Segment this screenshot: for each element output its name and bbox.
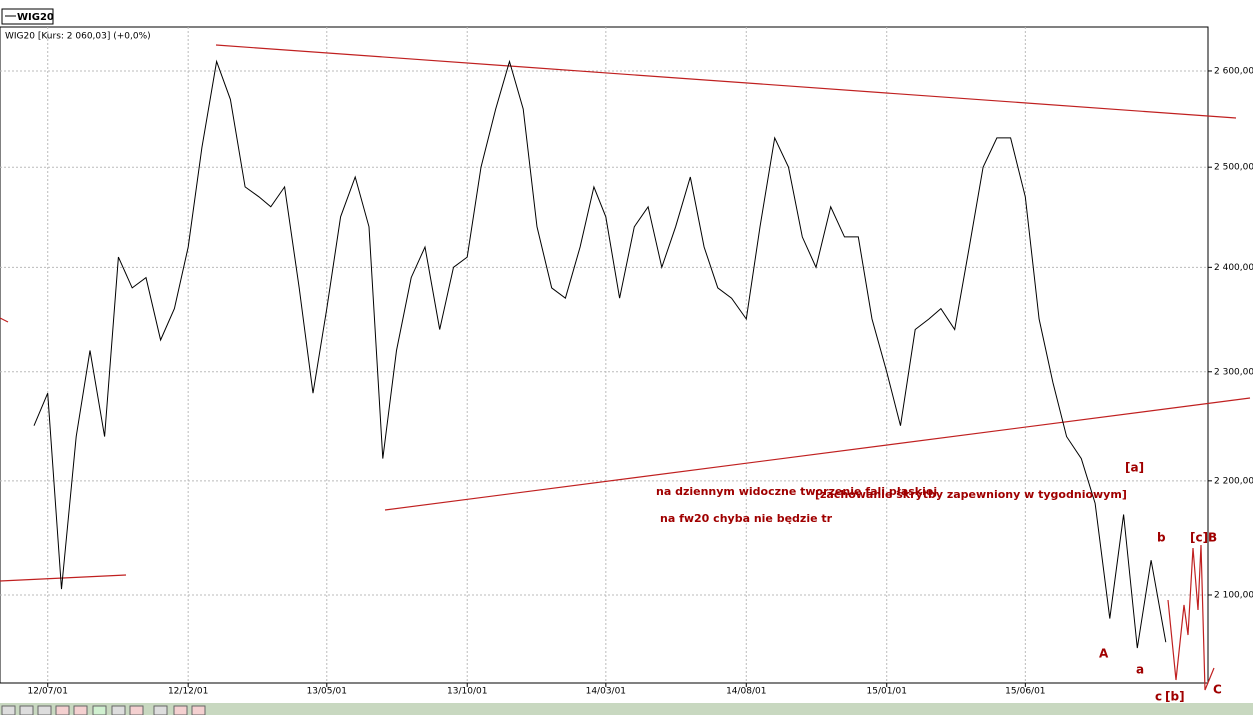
subtitle: WIG20 [Kurs: 2 060,03] (+0,0%) (5, 32, 151, 42)
x-axis: 12/07/01 12/12/01 13/05/01 13/10/01 14/03/01… (28, 683, 1046, 697)
x-tick-label: 12/12/01 (168, 687, 208, 697)
y-tick-label: 2 600,00 (1214, 66, 1253, 76)
tool-button[interactable] (37, 705, 52, 715)
x-tick-label: 12/07/01 (28, 687, 68, 697)
tool-button[interactable] (173, 705, 188, 715)
annotation: na fw20 chyba nie będzie tr (660, 512, 833, 525)
trend-lines (0, 44, 1251, 691)
y-tick-label: 2 100,00 (1214, 590, 1253, 600)
tool-button[interactable] (73, 705, 88, 715)
tool-button[interactable] (111, 705, 126, 715)
tool-button[interactable] (153, 705, 168, 715)
wave-label: C (1213, 683, 1222, 697)
wave-label: b (1157, 531, 1166, 545)
grid (0, 27, 1208, 683)
wave-label: A (1099, 647, 1109, 661)
x-tick-label: 14/08/01 (726, 687, 766, 697)
legend-label[interactable]: WIG20 (17, 12, 54, 23)
tool-button[interactable] (129, 705, 144, 715)
y-axis: 2 100,00 2 200,00 2 300,00 2 400,00 2 500,00… (1208, 66, 1253, 600)
y-tick-label: 2 400,00 (1214, 263, 1253, 273)
x-tick-label: 15/06/01 (1005, 687, 1045, 697)
wave-label: [a] (1125, 461, 1144, 475)
y-tick-label: 2 200,00 (1214, 476, 1253, 486)
toolbar-buttons (1, 705, 206, 715)
wave-label: c (1155, 690, 1162, 704)
series-group (33, 59, 1167, 649)
tool-button[interactable] (191, 705, 206, 715)
x-tick-label: 13/05/01 (307, 687, 347, 697)
wave-label: a (1136, 663, 1144, 677)
trend-line (384, 397, 1251, 511)
trend-line (0, 317, 9, 323)
wave-projection (1167, 544, 1215, 691)
wave-label: [b] (1165, 690, 1185, 704)
trend-line (215, 44, 1237, 119)
plot-area (0, 26, 1209, 684)
x-tick-label: 14/03/01 (586, 687, 626, 697)
tool-button[interactable] (55, 705, 70, 715)
toolbar (0, 703, 1253, 715)
wave-label: B (1208, 531, 1217, 545)
annotation: [zachowanie skrytby zapewniony w tygodni… (815, 488, 1127, 501)
tool-button[interactable] (19, 705, 34, 715)
y-tick-label: 2 500,00 (1214, 163, 1253, 173)
tool-button[interactable] (1, 705, 16, 715)
legend-box[interactable] (1, 8, 54, 25)
x-tick-label: 15/01/01 (867, 687, 907, 697)
x-tick-label: 13/10/01 (447, 687, 487, 697)
tool-button[interactable] (92, 705, 107, 715)
price-line (33, 59, 1167, 649)
wave-label: [c] (1190, 531, 1208, 545)
y-tick-label: 2 300,00 (1214, 367, 1253, 377)
annotation: na dziennym widoczne tworzenie fali płas… (656, 485, 937, 498)
